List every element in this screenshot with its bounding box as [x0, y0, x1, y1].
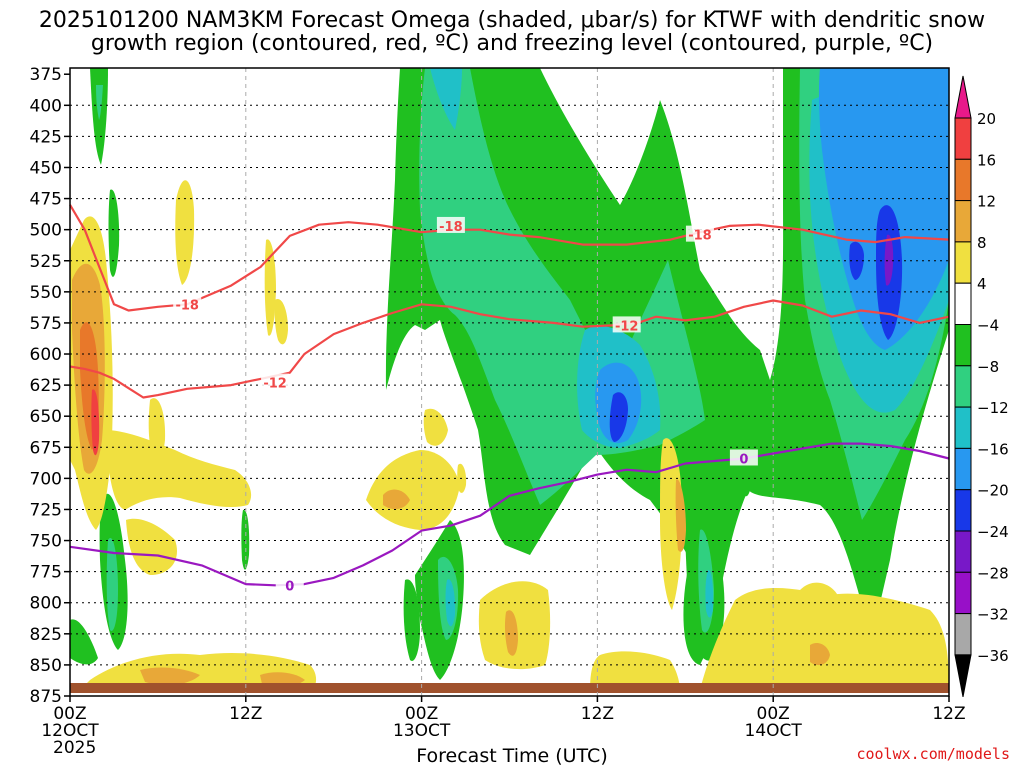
strong-ascent-mid: [609, 392, 628, 442]
x-tick-label: 00Z: [405, 704, 438, 724]
contour-label: -12: [615, 319, 639, 334]
colorbar-label: −12: [977, 399, 1009, 417]
y-tick-label: 650: [30, 407, 62, 427]
x-tick-year: 2025: [53, 738, 96, 758]
chart-title-line-2: growth region (contoured, red, ºC) and f…: [90, 31, 934, 56]
colorbar-label: −8: [977, 358, 999, 376]
contour-line: [69, 299, 950, 399]
colorbar-label: 8: [977, 234, 987, 252]
x-tick-date: 12OCT: [41, 721, 99, 741]
colorbar-label: 12: [977, 193, 996, 211]
contour-label: -18: [439, 220, 463, 235]
contour-label-bg: [612, 316, 641, 333]
y-tick-label: 750: [30, 532, 62, 552]
y-tick-label: 575: [30, 314, 62, 334]
chart-title-line-1: 2025101200 NAM3KM Forecast Omega (shaded…: [38, 8, 986, 33]
omega-shading: [70, 68, 949, 690]
colorbar-label: −28: [977, 564, 1009, 582]
site-credit: coolwx.com/models: [856, 745, 1010, 763]
colorbar-swatch: [954, 241, 972, 284]
colorbar-swatch: [954, 158, 972, 202]
colorbar-swatch: [954, 489, 972, 532]
x-axis-title: Forecast Time (UTC): [416, 745, 608, 767]
colorbar-label: 20: [977, 110, 996, 128]
contour-label-bg: [173, 295, 202, 312]
colorbar-swatch: [954, 117, 972, 160]
y-tick-label: 675: [30, 438, 62, 458]
temperature-contours: -18 -18 -18 -12 -12 0 0: [69, 204, 950, 594]
colorbar-label: 16: [977, 151, 996, 169]
terrain-strip: [70, 683, 949, 693]
colorbar-swatch: [954, 324, 972, 367]
x-tick-label: 00Z: [757, 704, 790, 724]
contour-label: -18: [688, 229, 712, 244]
y-tick-label: 525: [30, 252, 62, 272]
colorbar-bottom-arrow: [954, 654, 972, 697]
y-tick-label: 700: [30, 469, 62, 489]
contour-label: 0: [739, 452, 748, 467]
contour-label-bg: [261, 373, 290, 390]
colorbar-swatch: [954, 365, 972, 408]
x-tick-label: 00Z: [53, 704, 86, 724]
x-tick-date: 14OCT: [745, 721, 803, 741]
y-tick-label: 725: [30, 500, 62, 520]
colorbar-label: −32: [977, 606, 1009, 624]
colorbar-top-arrow: [954, 75, 972, 119]
colorbar-label: −24: [977, 523, 1009, 541]
colorbar-swatch: [954, 282, 972, 326]
x-tick-date: 13OCT: [393, 721, 451, 741]
colorbar-swatch: [954, 571, 972, 615]
contour-label-bg: [685, 225, 714, 242]
colorbar-swatch: [954, 530, 972, 573]
y-tick-label: 775: [30, 563, 62, 583]
colorbar-swatch: [954, 447, 972, 491]
y-tick-label: 425: [30, 127, 62, 147]
contour-label-bg: [436, 216, 465, 233]
contour-label-bg: [275, 576, 304, 593]
x-tick-label: 12Z: [229, 704, 262, 724]
contour-label-bg: [729, 449, 758, 466]
y-tick-label: 800: [30, 594, 62, 614]
colorbar-label: −4: [977, 317, 999, 335]
y-tick-label: 400: [30, 96, 62, 116]
y-tick-label: 625: [30, 376, 62, 396]
colorbar-label: −16: [977, 440, 1009, 458]
colorbar-swatch: [954, 613, 972, 656]
contour-label: 0: [285, 579, 294, 594]
colorbar-label: 4: [977, 275, 987, 293]
strongest-ascent-east: [884, 234, 894, 286]
plot-frame: [69, 67, 950, 697]
y-tick-label: 375: [30, 65, 62, 85]
omega-colorbar: 20 16 12 8 4 −4 −8 −12 −16 −20 −24 −28 −32 −36: [954, 75, 1009, 697]
ascent-region-cyan: [430, 68, 462, 130]
contour-label: -12: [263, 377, 287, 392]
y-tick-label: 825: [30, 625, 62, 645]
y-tick-label: 450: [30, 158, 62, 178]
x-tick-label: 12Z: [581, 704, 614, 724]
grid-lines: [70, 68, 949, 696]
x-tick-label: 12Z: [932, 704, 965, 724]
y-tick-label: 600: [30, 345, 62, 365]
colorbar-swatch: [954, 200, 972, 243]
colorbar-swatch: [954, 406, 972, 449]
colorbar-label: −36: [977, 647, 1009, 665]
y-tick-label: 500: [30, 221, 62, 241]
colorbar-label: −20: [977, 482, 1009, 500]
y-tick-label: 475: [30, 190, 62, 210]
y-tick-label: 875: [30, 687, 62, 707]
pressure-axis: 375 400 425 450 475 500 525 550 575 600 625 650 675 7…: [30, 65, 70, 707]
y-tick-label: 850: [30, 656, 62, 676]
contour-label: -18: [175, 298, 199, 313]
y-tick-label: 550: [30, 283, 62, 303]
contour-line: [69, 442, 950, 587]
